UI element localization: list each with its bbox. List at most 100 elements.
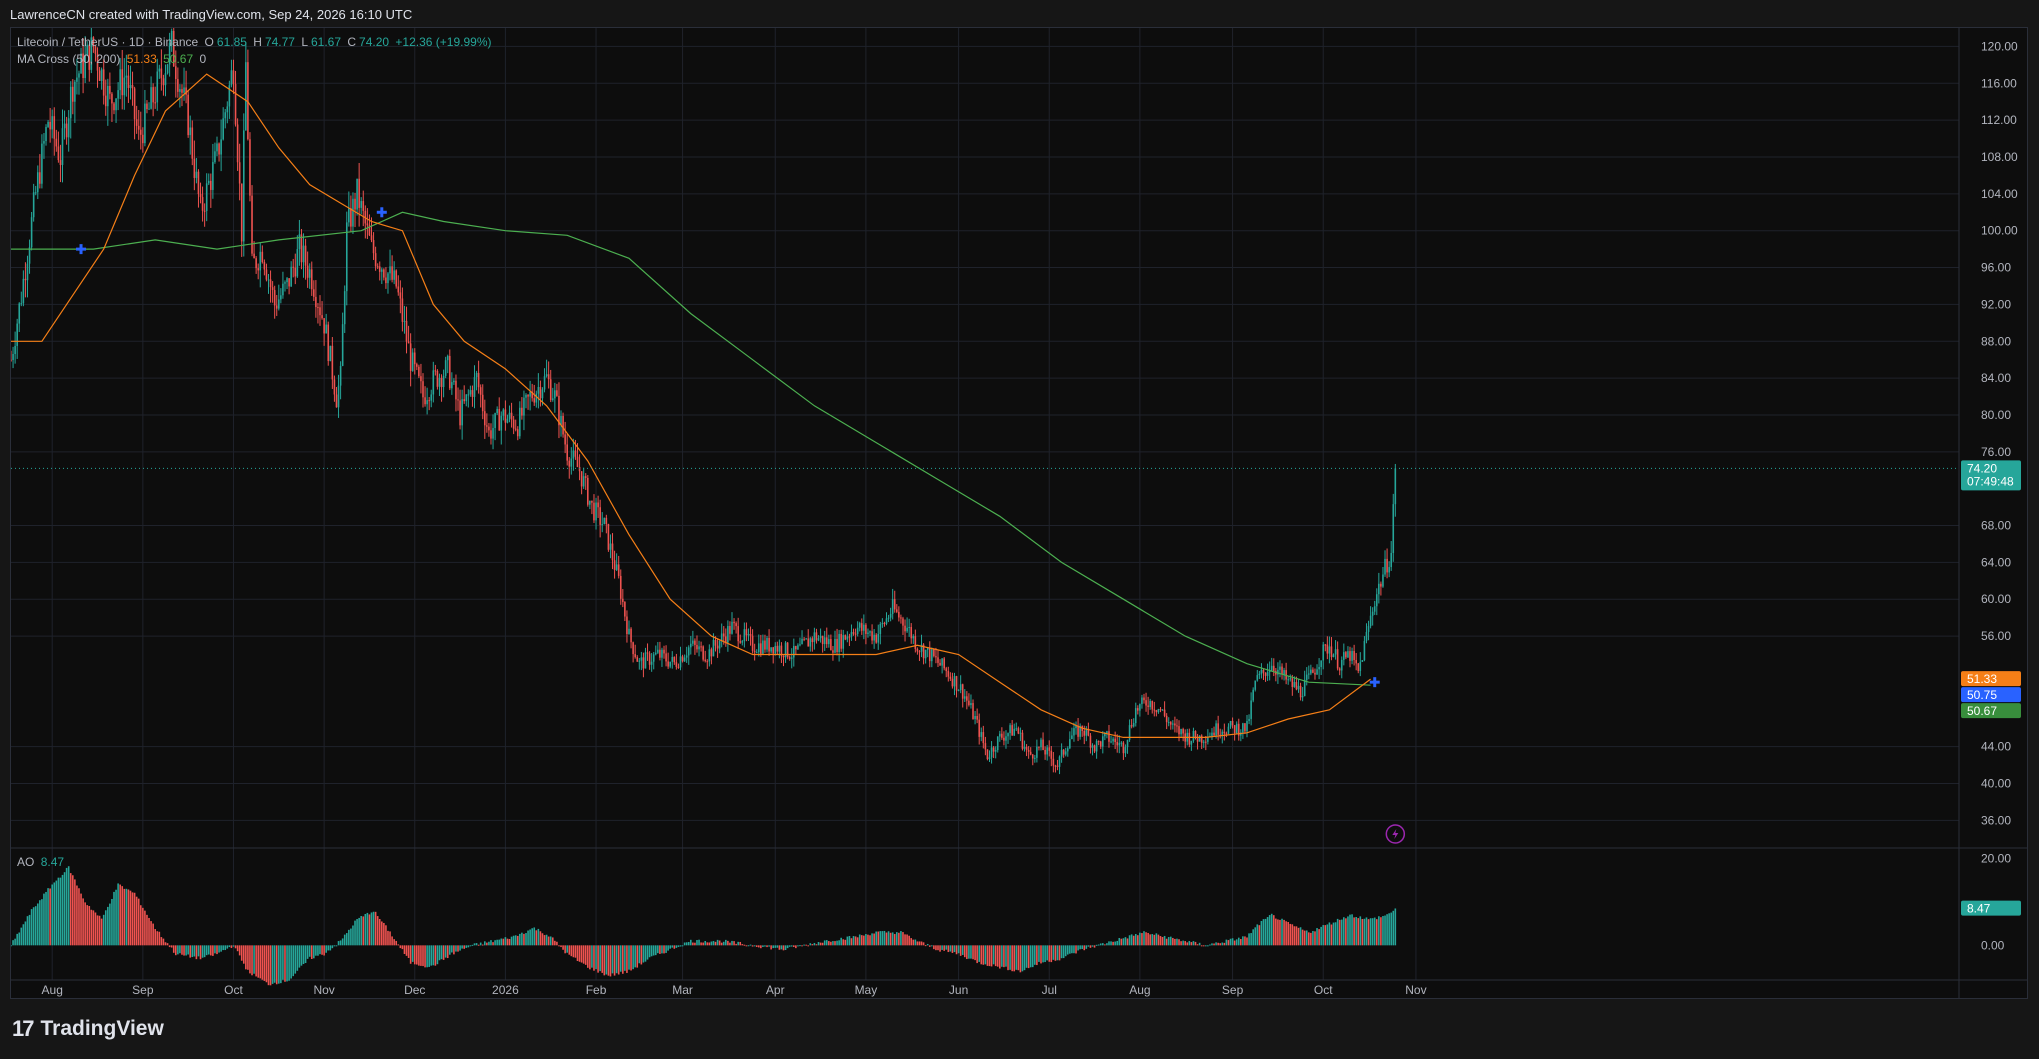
ao-bar — [1126, 938, 1129, 946]
ao-bar — [139, 905, 142, 946]
candle-body — [107, 85, 109, 107]
candle-body — [434, 370, 437, 372]
ao-bar — [428, 945, 430, 967]
candle-body — [945, 668, 948, 672]
candle-body — [1194, 730, 1197, 739]
ao-bar — [1102, 943, 1104, 946]
candle-body — [127, 75, 130, 88]
price-tick-label: 80.00 — [1981, 408, 2011, 422]
chart-frame[interactable]: 120.00 116.00 112.00 108.00 104.00 100.00 96.0… — [10, 27, 2028, 999]
ao-bar — [76, 885, 78, 946]
grid-lines — [11, 28, 1959, 980]
candle-body — [100, 69, 103, 81]
candle-body — [226, 106, 229, 113]
candle-body — [41, 143, 43, 184]
ao-bar — [34, 906, 37, 946]
ao-bar — [434, 945, 437, 966]
candle-body — [772, 647, 774, 654]
candle-body — [428, 400, 430, 402]
ao-bar — [648, 945, 651, 958]
ao-bar — [790, 945, 793, 947]
ao-tag-bg — [1961, 900, 2021, 916]
candle-body — [832, 650, 834, 653]
candle-body — [749, 634, 752, 636]
candle-body — [492, 428, 494, 439]
candle-body — [251, 195, 253, 254]
ao-bar — [1184, 941, 1186, 946]
candle-body — [1318, 667, 1320, 670]
candle-body — [481, 394, 484, 412]
ao-bar — [210, 945, 212, 956]
lightning-bolt — [1392, 829, 1399, 839]
tradingview-logo[interactable]: 17 TradingView — [12, 1016, 164, 1042]
ao-bar — [727, 940, 729, 946]
candle-body — [477, 372, 480, 388]
ao-bar — [475, 943, 478, 946]
candle-body — [325, 324, 327, 334]
ao-bar — [366, 912, 369, 946]
ao-legend: AO 8.47 — [17, 855, 67, 869]
ao-bar — [1085, 945, 1088, 949]
price-chart[interactable]: 120.00 116.00 112.00 108.00 104.00 100.00 96.0… — [11, 28, 2027, 998]
ao-bar — [906, 934, 908, 946]
candle-body — [1351, 651, 1353, 661]
ao-bar — [1310, 932, 1312, 946]
ao-bar — [768, 945, 770, 947]
candle-body — [587, 477, 589, 505]
candle-body — [1328, 646, 1331, 654]
ao-bar — [1031, 945, 1034, 968]
ao-bar — [1196, 944, 1199, 946]
candle-body — [1048, 747, 1051, 751]
ao-bar — [760, 945, 762, 949]
candle-body — [1312, 669, 1314, 673]
candle-body — [685, 655, 688, 658]
ao-bar — [1312, 930, 1314, 946]
ao-bar — [1104, 944, 1106, 946]
ao-bar — [160, 937, 163, 946]
ao-bar — [527, 930, 529, 946]
candle-body — [1034, 757, 1036, 759]
candle-body — [690, 643, 692, 648]
candle-body — [889, 613, 892, 618]
ao-bar — [179, 945, 181, 954]
candle-body — [296, 248, 299, 277]
candle-body — [413, 352, 416, 365]
candle-body — [1114, 738, 1116, 743]
ao-bar — [193, 945, 196, 957]
candle-body — [712, 639, 715, 657]
ao-bar — [1219, 943, 1222, 946]
candle-body — [1305, 674, 1308, 680]
candle-body — [1091, 745, 1094, 748]
candle-body — [189, 127, 192, 136]
candle-body — [1044, 749, 1046, 755]
ao-bar — [722, 941, 725, 946]
ao-bar — [453, 945, 455, 955]
ao-bar — [304, 945, 307, 964]
candle-body — [669, 661, 671, 667]
candle-body — [838, 633, 840, 652]
price-tick-label: 120.00 — [1981, 39, 2018, 53]
ao-bar — [43, 893, 45, 946]
candle-body — [152, 87, 154, 103]
ao-bar — [780, 945, 783, 950]
candle-body — [521, 407, 523, 416]
ao-bar — [659, 945, 661, 954]
ao-bar — [49, 888, 51, 946]
candle-body — [558, 395, 560, 426]
ao-bar — [757, 945, 760, 948]
candle-body — [549, 379, 552, 400]
ao-bar — [90, 909, 93, 946]
candle-body — [183, 87, 185, 93]
candle-body — [906, 627, 908, 632]
candle-body — [1007, 733, 1009, 737]
ao-bar — [1293, 926, 1296, 946]
candle-body — [731, 621, 733, 634]
ao-bar — [584, 945, 587, 965]
candle-body — [210, 180, 212, 190]
ma-slow-tag-text: 50.67 — [1967, 704, 1997, 718]
candle-body — [484, 411, 486, 426]
candle-body — [531, 391, 533, 399]
ao-bar — [28, 914, 31, 946]
ao-bar — [667, 945, 669, 951]
ao-bar — [1207, 945, 1209, 947]
